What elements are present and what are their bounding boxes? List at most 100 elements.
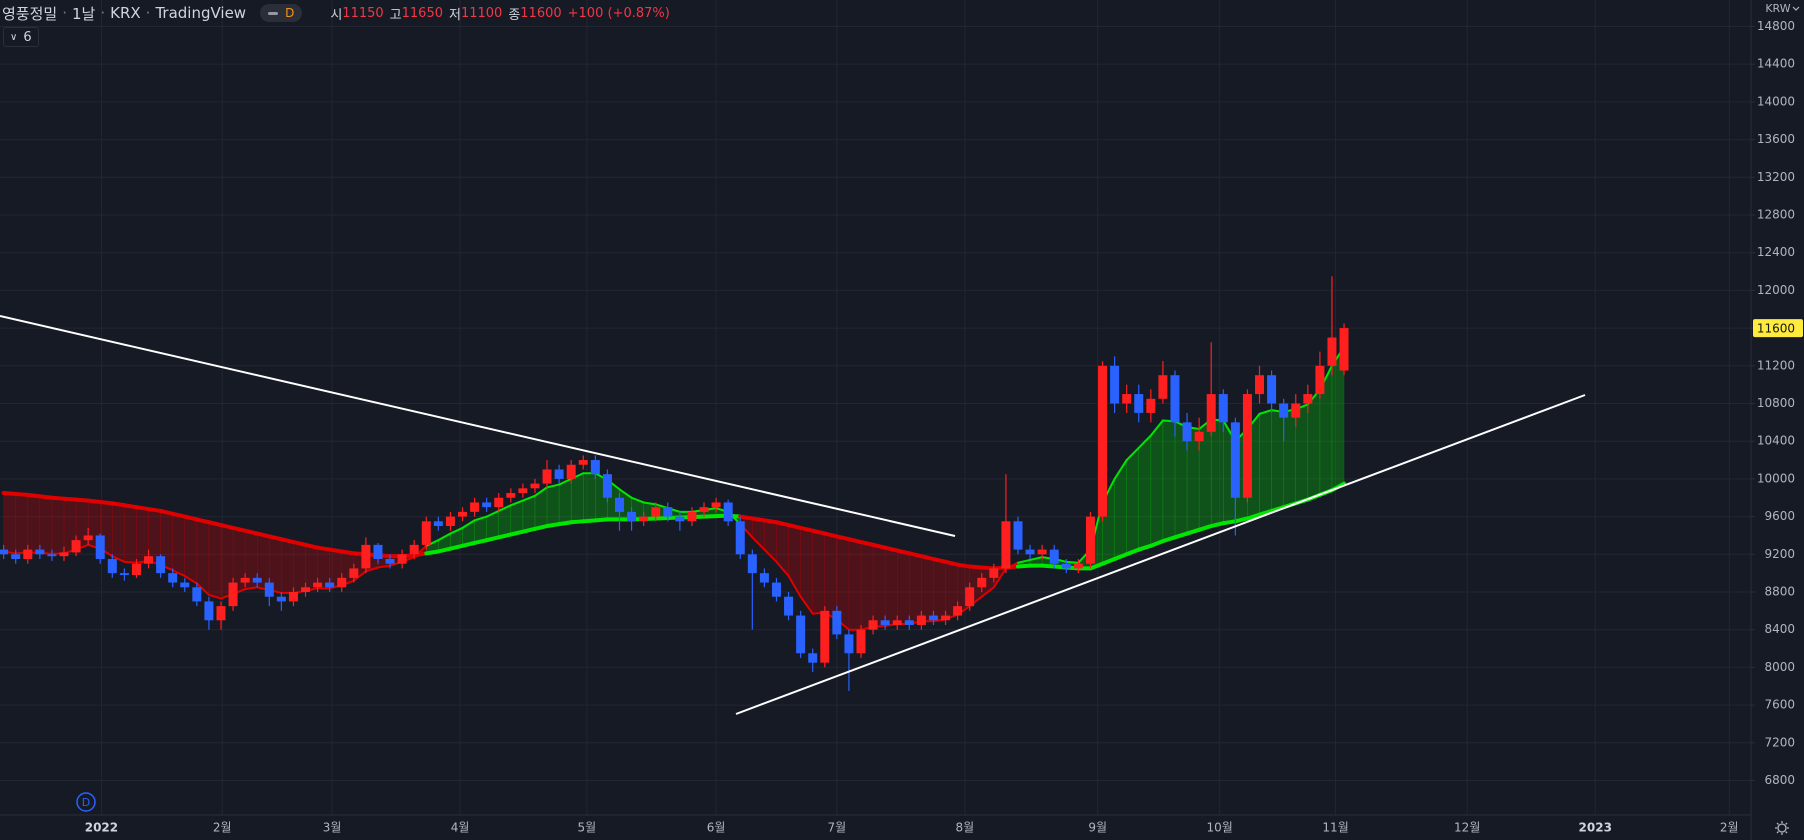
ema-slow-segment (243, 528, 260, 536)
chevron: ∨ (10, 31, 18, 43)
symbol-name[interactable]: 영풍정밀 (2, 4, 58, 23)
candle-body (639, 516, 649, 522)
currency-chevron[interactable] (1792, 6, 1800, 11)
y-tick-label: 13600 (1757, 132, 1795, 146)
ribbon-band (510, 500, 524, 535)
ema-slow-segment (158, 508, 175, 516)
indicator-toggle[interactable]: ∨ 6 (3, 27, 39, 47)
candle-body (1158, 375, 1168, 399)
y-tick-label: 14000 (1757, 94, 1795, 108)
ribbon-band (921, 555, 934, 622)
ema-slow-segment (49, 495, 67, 501)
candle-body (1037, 549, 1047, 555)
candle-body (204, 601, 214, 621)
candle-body (566, 464, 576, 479)
ribbon-band (824, 533, 838, 620)
y-tick-label: 9200 (1764, 547, 1795, 561)
candle-body (1242, 394, 1252, 498)
ribbon-band (3, 492, 16, 554)
ema-fast-segment (183, 574, 198, 585)
ema-fast-segment (449, 526, 464, 535)
candle-body (1170, 375, 1180, 423)
ribbon-band (872, 544, 886, 628)
ema-slow-segment (1148, 539, 1165, 548)
ema-slow-segment (967, 564, 984, 570)
candle-body (1218, 394, 1228, 423)
y-tick-label: 8400 (1764, 622, 1795, 636)
candle-body (602, 474, 612, 498)
close-value: 11600 (520, 5, 562, 21)
ribbon-band (15, 493, 29, 554)
candle-body (1025, 549, 1035, 555)
ribbon-band (184, 516, 198, 584)
ema-fast-segment (244, 586, 259, 591)
candle-body (868, 620, 878, 630)
close-label: 종 (508, 7, 521, 23)
x-tick-label: 5월 (578, 821, 597, 835)
event-marker[interactable] (76, 792, 96, 812)
settings-icon[interactable] (1775, 821, 1789, 835)
ema-fast-segment (763, 548, 778, 563)
ribbon-band (112, 503, 125, 563)
candle-body (1001, 521, 1011, 569)
ema-slow-segment (774, 520, 791, 528)
trend-line (735, 394, 1586, 715)
candle-body (288, 591, 298, 602)
separator: · (145, 4, 151, 22)
y-tick-label: 13200 (1757, 170, 1795, 184)
candle-body (301, 587, 311, 592)
y-tick-label: 8800 (1764, 584, 1795, 598)
candle-body (1122, 394, 1132, 404)
candle-body (59, 552, 69, 557)
market-status-badge[interactable]: D (260, 4, 303, 22)
candle-body (832, 610, 842, 635)
ribbon-band (848, 538, 862, 630)
candle-body (699, 507, 709, 512)
ema-slow-segment (182, 514, 199, 522)
candle-body (337, 577, 347, 588)
ema-slow-segment (460, 540, 477, 548)
candle-body (856, 629, 866, 654)
ema-slow-segment (1136, 543, 1153, 552)
candle-body (1061, 563, 1071, 569)
ribbon-band (1150, 419, 1164, 547)
ribbon-band (1186, 426, 1200, 534)
y-tick-label: 9600 (1764, 509, 1795, 523)
legend-header: 영풍정밀 · 1날 · KRX · TradingView D 시 11150 고… (2, 2, 670, 24)
ema-slow-segment (1088, 561, 1105, 571)
x-tick-label: 2023 (1579, 821, 1612, 835)
candle-body (95, 535, 105, 560)
ema-slow-segment (1209, 521, 1226, 529)
ema-slow-segment (327, 547, 344, 554)
candle-body (590, 460, 600, 475)
candle-body (663, 507, 673, 517)
candle-body (675, 516, 685, 522)
currency-label[interactable]: KRW (1765, 2, 1790, 15)
candle-body (1013, 521, 1023, 550)
x-tick-label: 2월 (213, 821, 232, 835)
ema-fast-segment (642, 501, 657, 506)
y-tick-label: 14800 (1757, 19, 1795, 33)
ema-slow-segment (846, 537, 864, 545)
ribbon-band (27, 494, 41, 554)
candle-body (808, 653, 818, 663)
ribbon-band (583, 472, 596, 522)
ema-fast-segment (992, 567, 1007, 589)
candle-body (1291, 403, 1301, 418)
ema-slow-segment (557, 520, 574, 527)
low-value: 11100 (460, 5, 503, 21)
candle-body (1182, 422, 1192, 442)
x-tick-label: 7월 (828, 821, 847, 835)
candle-body (276, 596, 286, 602)
ema-slow-segment (545, 522, 562, 529)
candle-body (1073, 563, 1083, 569)
candle-body (1146, 398, 1156, 413)
interval[interactable]: 1날 (71, 4, 96, 23)
ema-slow-segment (822, 531, 839, 539)
candle-body (458, 511, 468, 517)
candle-body (904, 620, 914, 625)
candle-body (989, 568, 999, 578)
indicator-count: 6 (23, 29, 32, 45)
candle-body (1206, 394, 1216, 432)
y-tick-label: 10000 (1757, 471, 1795, 485)
